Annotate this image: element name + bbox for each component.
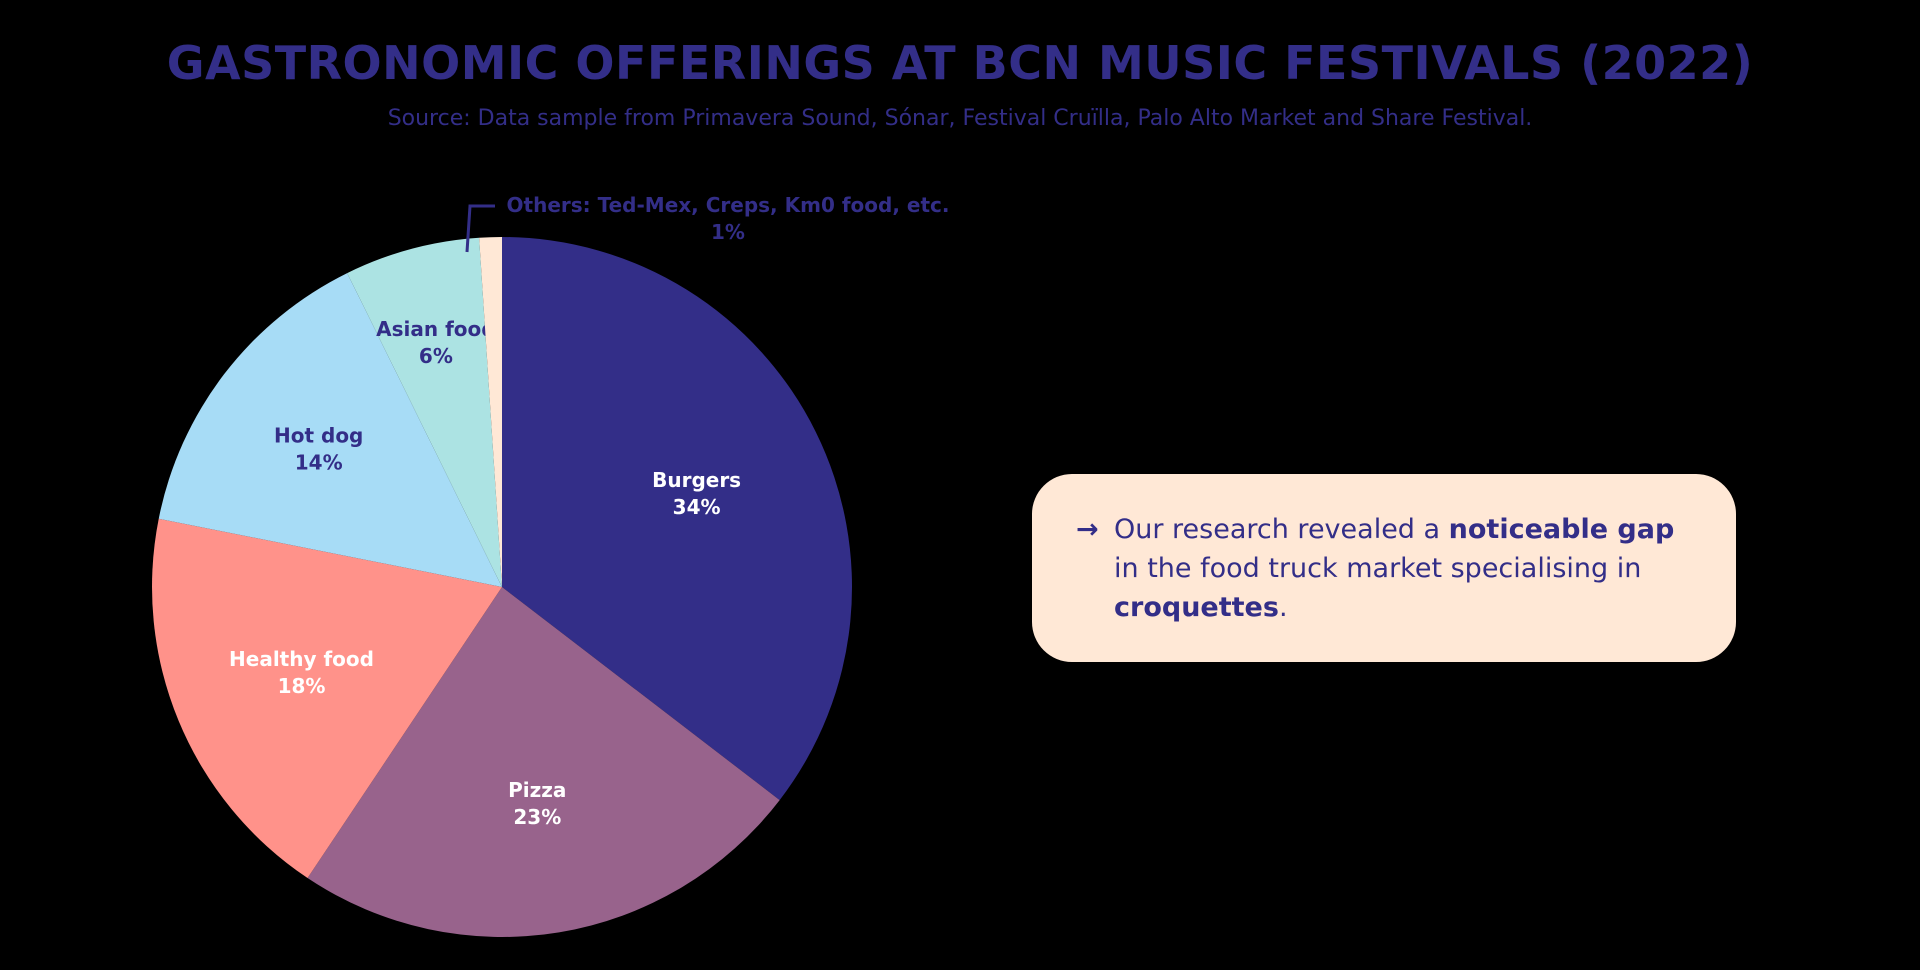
arrow-right-icon: → <box>1076 514 1099 545</box>
callout-text-before: Our research revealed a <box>1114 514 1449 545</box>
slice-label-pizza: Pizza <box>508 778 566 802</box>
pie-slice-hot-dog <box>158 273 503 587</box>
slice-value-healthy-food: 18% <box>278 674 326 698</box>
slice-label-hot-dog: Hot dog <box>274 423 363 447</box>
slice-label-healthy-food: Healthy food <box>229 647 374 671</box>
callout-text: Our research revealed a noticeable gap i… <box>1078 510 1676 627</box>
slice-value-others: 1% <box>711 220 745 244</box>
pie-slice-burgers <box>502 237 852 801</box>
slice-label-burgers: Burgers <box>652 468 741 492</box>
slice-label-others: Others: Ted-Mex, Creps, Km0 food, etc. <box>507 193 950 217</box>
callout-highlight-gap: noticeable gap <box>1448 514 1675 545</box>
slice-label-asian-food: Asian food <box>376 317 495 341</box>
slice-value-pizza: 23% <box>513 805 561 829</box>
insight-callout: → Our research revealed a noticeable gap… <box>1032 474 1736 662</box>
pie-slice-asian-food <box>347 237 502 587</box>
slice-value-burgers: 34% <box>673 495 721 519</box>
chart-subtitle: Source: Data sample from Primavera Sound… <box>387 106 1533 131</box>
pie-slice-healthy-food <box>152 518 502 879</box>
pie-slice-others <box>479 237 502 587</box>
pie-slice-pizza <box>307 587 780 937</box>
chart-title: GASTRONOMIC OFFERINGS AT BCN MUSIC FESTI… <box>166 36 1754 90</box>
leader-line-others <box>465 204 495 253</box>
callout-text-after: . <box>1278 592 1288 623</box>
callout-highlight-croquettes: croquettes <box>1114 592 1279 623</box>
callout-text-middle: in the food truck market specialising in <box>1114 553 1642 584</box>
slice-value-hot-dog: 14% <box>295 450 343 474</box>
slice-value-asian-food: 6% <box>419 344 453 368</box>
